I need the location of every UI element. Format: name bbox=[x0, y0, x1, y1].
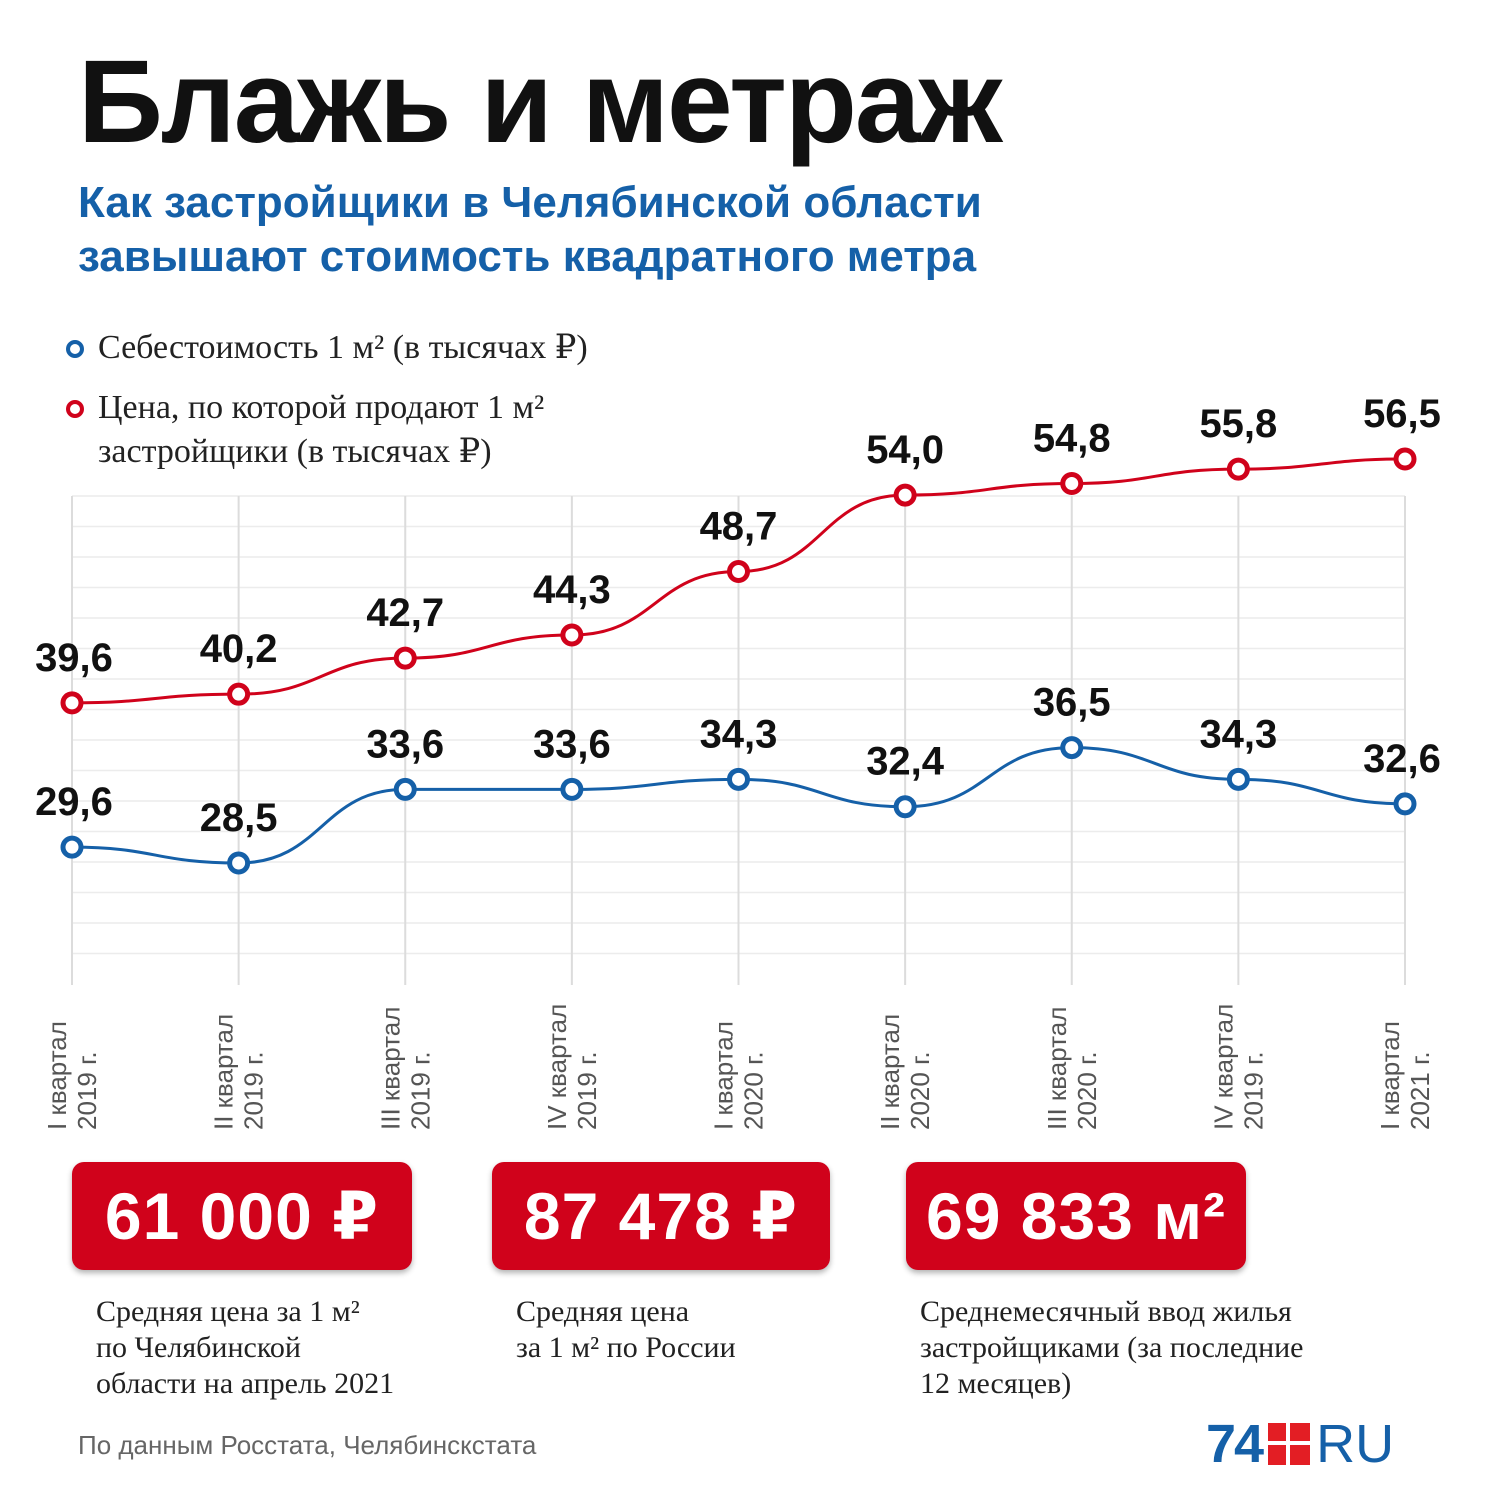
page-title: Блажь и метраж bbox=[78, 36, 1002, 168]
legend-label-cost: Себестоимость 1 м² (в тысячах ₽) bbox=[98, 329, 588, 366]
cost-point bbox=[893, 795, 917, 819]
price-point bbox=[227, 682, 251, 706]
page-subtitle: Как застройщики в Челябинской области за… bbox=[78, 176, 982, 284]
legend-marker-red bbox=[66, 400, 84, 418]
legend-item-price: Цена, по которой продают 1 м² застройщик… bbox=[66, 386, 544, 474]
x-tick-line-2: 2019 г. bbox=[1238, 1051, 1268, 1130]
x-axis-tick-label: II квартал 2019 г. bbox=[209, 1014, 269, 1130]
stat-description: Средняя цена за 1 м² по Челябинской обла… bbox=[96, 1294, 394, 1402]
x-tick-line-2: 2019 г. bbox=[405, 1051, 435, 1130]
logo-number: 74 bbox=[1206, 1414, 1264, 1474]
x-tick-line-1: II квартал bbox=[209, 1014, 239, 1130]
x-tick-line-2: 2019 г. bbox=[239, 1051, 269, 1130]
x-axis-tick-label: I квартал 2019 г. bbox=[42, 1021, 102, 1130]
legend-label-price-2: застройщики (в тысячах ₽) bbox=[98, 433, 492, 470]
subtitle-line-1: Как застройщики в Челябинской области bbox=[78, 178, 982, 227]
stat-value: 87 478 ₽ bbox=[523, 1178, 799, 1253]
source-note: По данным Росстата, Челябинскстата bbox=[78, 1430, 537, 1460]
x-tick-line-2: 2020 г. bbox=[1072, 1051, 1102, 1130]
stat-card-housing-input: 69 833 м² bbox=[906, 1162, 1246, 1270]
price-value-label: 54,0 bbox=[866, 428, 944, 472]
x-tick-line-1: I квартал bbox=[1375, 1021, 1405, 1130]
legend-label-price-1: Цена, по которой продают 1 м² bbox=[98, 389, 545, 426]
stat-description: Среднемесячный ввод жилья застройщиками … bbox=[920, 1294, 1304, 1402]
x-axis-tick-label: I квартал 2020 г. bbox=[709, 1021, 769, 1130]
cost-value-label: 33,6 bbox=[533, 722, 611, 766]
price-value-label: 40,2 bbox=[200, 627, 278, 671]
x-tick-line-1: III квартал bbox=[375, 1007, 405, 1130]
cost-point bbox=[560, 777, 584, 801]
price-value-label: 44,3 bbox=[533, 568, 611, 612]
cost-value-label: 33,6 bbox=[366, 722, 444, 766]
subtitle-line-2: завышают стоимость квадратного метра bbox=[78, 232, 977, 281]
x-tick-line-1: I квартал bbox=[709, 1021, 739, 1130]
cost-value-label: 36,5 bbox=[1033, 681, 1111, 725]
cost-point bbox=[727, 767, 750, 791]
price-value-label: 39,6 bbox=[35, 636, 113, 680]
price-point bbox=[1226, 457, 1250, 481]
x-axis-tick-label: IV квартал 2019 г. bbox=[1208, 1004, 1268, 1130]
price-point bbox=[560, 623, 584, 647]
cost-point bbox=[227, 851, 251, 875]
x-tick-line-2: 2020 г. bbox=[739, 1051, 769, 1130]
x-axis-tick-label: III квартал 2020 г. bbox=[1042, 1007, 1102, 1130]
logo-square-icon bbox=[1268, 1423, 1311, 1465]
cost-value-label: 32,4 bbox=[866, 740, 945, 784]
x-tick-line-1: I квартал bbox=[42, 1021, 72, 1130]
cost-point bbox=[1393, 792, 1417, 816]
cost-value-label: 34,3 bbox=[700, 712, 778, 756]
price-point bbox=[727, 560, 750, 584]
cost-point bbox=[1060, 736, 1084, 760]
cost-point bbox=[1226, 767, 1250, 791]
price-value-label: 56,5 bbox=[1363, 392, 1441, 436]
x-tick-line-2: 2019 г. bbox=[72, 1051, 102, 1130]
cost-value-label: 28,5 bbox=[200, 796, 278, 840]
x-tick-line-1: II квартал bbox=[875, 1014, 905, 1130]
price-value-label: 54,8 bbox=[1033, 417, 1111, 461]
x-tick-line-2: 2019 г. bbox=[572, 1051, 602, 1130]
stat-card-chelyabinsk-price: 61 000 ₽ bbox=[72, 1162, 412, 1270]
stat-desc-line: по Челябинской bbox=[96, 1331, 301, 1364]
cost-value-label: 32,6 bbox=[1363, 737, 1441, 781]
stat-desc-line: за 1 м² по России bbox=[516, 1331, 736, 1364]
logo-text: RU bbox=[1316, 1414, 1395, 1474]
price-value-label: 55,8 bbox=[1199, 402, 1277, 446]
x-tick-line-2: 2021 г. bbox=[1405, 1051, 1435, 1130]
x-tick-line-1: IV квартал bbox=[542, 1004, 572, 1130]
legend-marker-blue bbox=[66, 340, 84, 358]
stat-desc-line: Средняя цена bbox=[516, 1295, 690, 1328]
price-point bbox=[1393, 447, 1417, 471]
x-axis-tick-label: I квартал 2021 г. bbox=[1375, 1021, 1435, 1130]
price-point bbox=[393, 646, 417, 670]
x-axis-tick-label: IV квартал 2019 г. bbox=[542, 1004, 602, 1130]
x-tick-line-1: III квартал bbox=[1042, 1007, 1072, 1130]
x-tick-line-2: 2020 г. bbox=[905, 1051, 935, 1130]
stat-desc-line: Среднемесячный ввод жилья bbox=[920, 1295, 1292, 1328]
x-axis-tick-label: III квартал 2019 г. bbox=[375, 1007, 435, 1130]
stat-value: 69 833 м² bbox=[925, 1179, 1226, 1253]
line-chart: 39,6 40,2 42,7 44,3 48,7 54,0 54,8 55,8 56,5 29,6… bbox=[35, 392, 1441, 1130]
stat-desc-line: 12 месяцев) bbox=[920, 1367, 1072, 1400]
legend-item-cost: Себестоимость 1 м² (в тысячах ₽) bbox=[66, 326, 588, 370]
cost-point bbox=[393, 777, 417, 801]
price-point bbox=[893, 483, 917, 507]
stat-value: 61 000 ₽ bbox=[104, 1178, 380, 1253]
price-point bbox=[60, 691, 84, 715]
cost-value-label: 29,6 bbox=[35, 780, 113, 824]
stat-card-russia-price: 87 478 ₽ bbox=[492, 1162, 830, 1270]
stat-description: Средняя цена за 1 м² по России bbox=[516, 1294, 736, 1366]
stat-desc-line: застройщиками (за последние bbox=[920, 1331, 1304, 1364]
site-logo: 74 RU bbox=[1206, 1414, 1394, 1474]
stat-desc-line: Средняя цена за 1 м² bbox=[96, 1295, 360, 1328]
cost-value-label: 34,3 bbox=[1199, 712, 1277, 756]
x-axis-tick-label: II квартал 2020 г. bbox=[875, 1014, 935, 1130]
x-tick-line-1: IV квартал bbox=[1208, 1004, 1238, 1130]
price-value-label: 42,7 bbox=[366, 591, 444, 635]
stat-desc-line: области на апрель 2021 bbox=[96, 1367, 395, 1400]
price-point bbox=[1060, 472, 1084, 496]
cost-point bbox=[60, 835, 84, 859]
price-value-label: 48,7 bbox=[700, 505, 778, 549]
